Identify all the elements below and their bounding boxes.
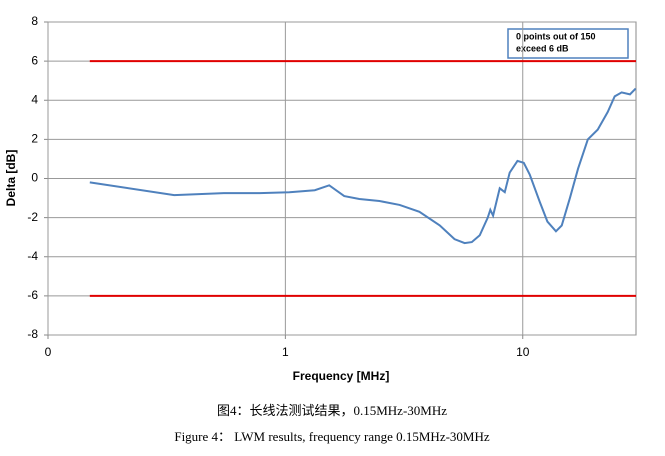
caption: 图4：长线法测试结果，0.15MHz-30MHz (217, 403, 447, 418)
series-line (89, 87, 637, 245)
y-tick-label: -8 (27, 327, 38, 341)
y-tick-label: 8 (31, 14, 38, 28)
annotation-box (507, 28, 629, 59)
y-tick-label: -2 (27, 210, 38, 224)
x-tick-label: 0 (45, 345, 52, 359)
annotation: 0 points out of 150 (516, 31, 596, 41)
y-tick-label: 0 (31, 171, 38, 185)
y-tick-label: 4 (31, 92, 38, 106)
y-tick-label: 6 (31, 53, 38, 67)
caption: Figure 4： LWM results, frequency range 0… (174, 429, 490, 444)
y-tick-label: -6 (27, 288, 38, 302)
y-tick-label: 2 (31, 132, 38, 146)
x-tick-label: 1 (282, 345, 289, 359)
y-axis-title: Delta [dB] (4, 150, 18, 207)
x-axis-title: Frequency [MHz] (293, 369, 390, 383)
annotation: exceed 6 dB (516, 43, 569, 53)
y-tick-label: -4 (27, 249, 38, 263)
x-tick-label: 10 (516, 345, 530, 359)
